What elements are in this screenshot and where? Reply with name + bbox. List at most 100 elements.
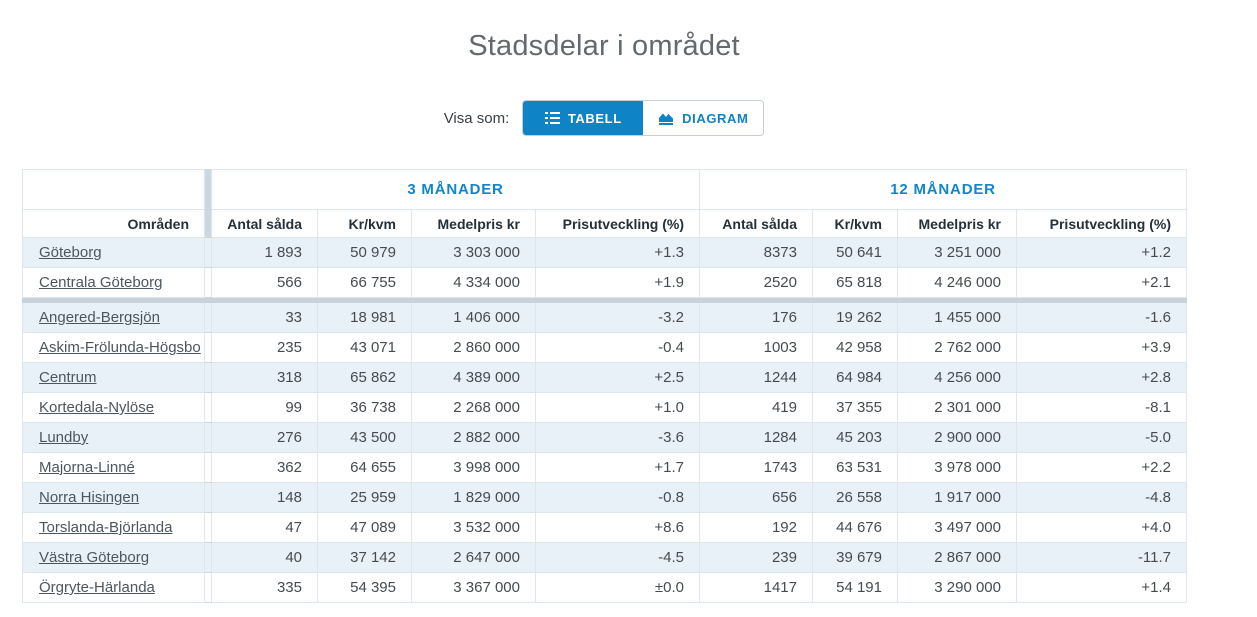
district-link[interactable]: Centrum	[39, 369, 97, 386]
value-cell-m3-medelpris: 2 882 000	[411, 422, 536, 453]
value-cell-m12-medelpris: 3 251 000	[897, 237, 1017, 268]
value-cell-m12-medelpris: 3 290 000	[897, 572, 1017, 603]
district-row: Norra Hisingen 148 25 959 1 829 000 -0.8 656 2…	[22, 482, 1188, 513]
value-cell-m12-medelpris: 3 497 000	[897, 512, 1017, 543]
value-cell-m12-prisutveckling: -5.0	[1015, 422, 1188, 453]
value-cell-m12-medelpris: 1 455 000	[897, 302, 1017, 333]
value-cell-m3-kr-kvm: 50 979	[317, 237, 412, 268]
tabell-button[interactable]: TABELL	[523, 101, 644, 135]
value-cell-m3-medelpris: 1 829 000	[411, 482, 536, 513]
value-cell-m12-antal-salda: 1003	[699, 332, 813, 363]
column-divider	[204, 302, 212, 333]
column-divider	[204, 267, 212, 298]
column-header-antal-salda-12m: Antal sålda	[699, 209, 813, 238]
value-cell-m3-prisutveckling: +1.9	[535, 267, 700, 298]
district-row: Örgryte-Härlanda 335 54 395 3 367 000 ±0.0 14…	[22, 572, 1188, 603]
value-cell-m12-antal-salda: 239	[699, 542, 813, 573]
column-header-medelpris-3m: Medelpris kr	[411, 209, 536, 238]
value-cell-m3-kr-kvm: 36 738	[317, 392, 412, 423]
value-cell-m12-prisutveckling: +1.4	[1015, 572, 1188, 603]
value-cell-m3-medelpris: 2 268 000	[411, 392, 536, 423]
value-cell-m3-prisutveckling: -3.2	[535, 302, 700, 333]
district-row: Torslanda-Björlanda 47 47 089 3 532 000 +8.6…	[22, 512, 1188, 543]
value-cell-m3-medelpris: 4 334 000	[411, 267, 536, 298]
district-link[interactable]: Askim-Frölunda-Högsbo	[39, 339, 201, 356]
district-row: Majorna-Linné 362 64 655 3 998 000 +1.7 1743 6…	[22, 452, 1188, 483]
value-cell-m12-prisutveckling: -11.7	[1015, 542, 1188, 573]
value-cell-m3-kr-kvm: 18 981	[317, 302, 412, 333]
value-cell-m12-kr-kvm: 45 203	[812, 422, 898, 453]
district-link[interactable]: Majorna-Linné	[39, 459, 135, 476]
column-divider	[204, 542, 212, 573]
district-name-cell: Kortedala-Nylöse	[22, 392, 205, 423]
district-link[interactable]: Angered-Bergsjön	[39, 309, 160, 326]
district-link[interactable]: Lundby	[39, 429, 89, 446]
value-cell-m12-kr-kvm: 37 355	[812, 392, 898, 423]
diagram-button[interactable]: DIAGRAM	[643, 101, 764, 135]
district-link[interactable]: Torslanda-Björlanda	[39, 519, 173, 536]
value-cell-m3-antal-salda: 148	[211, 482, 318, 513]
column-header-prisutveckling-3m: Prisutveckling (%)	[535, 209, 700, 238]
value-cell-m3-medelpris: 3 532 000	[411, 512, 536, 543]
value-cell-m3-kr-kvm: 65 862	[317, 362, 412, 393]
view-toggle-label: Visa som:	[443, 109, 510, 127]
column-divider	[204, 209, 212, 238]
district-link[interactable]: Örgryte-Härlanda	[39, 579, 155, 596]
value-cell-m3-prisutveckling: -0.4	[535, 332, 700, 363]
value-cell-m3-kr-kvm: 37 142	[317, 542, 412, 573]
value-cell-m3-prisutveckling: ±0.0	[535, 572, 700, 603]
value-cell-m12-prisutveckling: -1.6	[1015, 302, 1188, 333]
district-name-cell: Centrala Göteborg	[22, 267, 205, 298]
value-cell-m3-medelpris: 3 998 000	[411, 452, 536, 483]
column-header-antal-salda-3m: Antal sålda	[211, 209, 318, 238]
district-link[interactable]: Norra Hisingen	[39, 489, 140, 506]
corner-cell	[22, 169, 205, 210]
district-row: Västra Göteborg 40 37 142 2 647 000 -4.5 239 3…	[22, 542, 1188, 573]
value-cell-m12-antal-salda: 419	[699, 392, 813, 423]
value-cell-m12-kr-kvm: 26 558	[812, 482, 898, 513]
value-cell-m3-kr-kvm: 43 071	[317, 332, 412, 363]
value-cell-m3-medelpris: 2 860 000	[411, 332, 536, 363]
district-link[interactable]: Centrala Göteborg	[39, 274, 163, 291]
diagram-button-label: DIAGRAM	[682, 110, 749, 126]
district-row: Askim-Frölunda-Högsbo 235 43 071 2 860 000-…	[22, 332, 1188, 363]
district-row: Angered-Bergsjön 33 18 981 1 406 000 -3.2 176…	[22, 302, 1188, 333]
value-cell-m12-medelpris: 4 246 000	[897, 267, 1017, 298]
value-cell-m3-antal-salda: 33	[211, 302, 318, 333]
value-cell-m12-prisutveckling: +3.9	[1015, 332, 1188, 363]
value-cell-m12-medelpris: 3 978 000	[897, 452, 1017, 483]
value-cell-m12-prisutveckling: +4.0	[1015, 512, 1188, 543]
value-cell-m12-prisutveckling: +2.8	[1015, 362, 1188, 393]
district-name-cell: Göteborg	[22, 237, 205, 268]
column-divider	[204, 332, 212, 363]
value-cell-m12-antal-salda: 8373	[699, 237, 813, 268]
district-link[interactable]: Kortedala-Nylöse	[39, 399, 155, 416]
value-cell-m3-prisutveckling: -0.8	[535, 482, 700, 513]
column-divider	[204, 362, 212, 393]
value-cell-m12-antal-salda: 656	[699, 482, 813, 513]
district-link[interactable]: Göteborg	[39, 244, 102, 261]
district-link[interactable]: Västra Göteborg	[39, 549, 150, 566]
value-cell-m12-kr-kvm: 54 191	[812, 572, 898, 603]
district-row: Centrum 318 65 862 4 389 000 +2.5 1244 64 984 4…	[22, 362, 1188, 393]
column-divider	[204, 392, 212, 423]
value-cell-m3-medelpris: 1 406 000	[411, 302, 536, 333]
stadsdelar-table: 3 MÅNADER 12 MÅNADER Områden Antal sålda…	[21, 169, 1188, 603]
value-cell-m12-antal-salda: 2520	[699, 267, 813, 298]
value-cell-m3-kr-kvm: 66 755	[317, 267, 412, 298]
tabell-button-label: TABELL	[567, 110, 622, 126]
value-cell-m3-prisutveckling: -3.6	[535, 422, 700, 453]
value-cell-m3-medelpris: 2 647 000	[411, 542, 536, 573]
district-name-cell: Lundby	[22, 422, 205, 453]
column-divider	[204, 169, 212, 210]
value-cell-m3-antal-salda: 47	[211, 512, 318, 543]
column-divider	[204, 422, 212, 453]
value-cell-m3-kr-kvm: 25 959	[317, 482, 412, 513]
stadsdelar-widget: Stadsdelar i området Visa som: TABELL	[21, 30, 1188, 603]
column-divider	[204, 482, 212, 513]
column-header-prisutveckling-12m: Prisutveckling (%)	[1015, 209, 1188, 238]
value-cell-m12-antal-salda: 1284	[699, 422, 813, 453]
district-row: Kortedala-Nylöse 99 36 738 2 268 000 +1.0 419…	[22, 392, 1188, 423]
value-cell-m12-medelpris: 1 917 000	[897, 482, 1017, 513]
value-cell-m12-kr-kvm: 39 679	[812, 542, 898, 573]
